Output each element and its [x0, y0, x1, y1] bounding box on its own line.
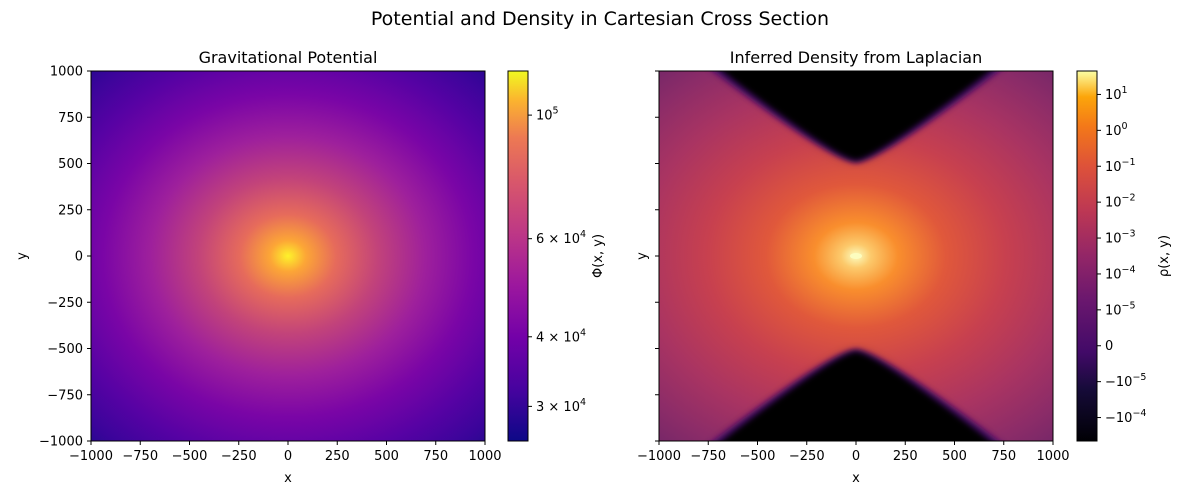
potential-x-tick-label: −500	[172, 449, 208, 464]
density-x-tick-label: −750	[690, 449, 726, 464]
potential-y-tick-label: −1000	[39, 435, 83, 450]
density-colorbar-tick-label: 10−3	[1105, 229, 1136, 247]
density-colorbar-gradient	[1076, 70, 1098, 442]
potential-colorbar-gradient	[507, 70, 529, 442]
potential-x-tick-label: −750	[122, 449, 158, 464]
density-colorbar: 101 100 10−1 10−2 10−3 10−4 10−5 0 −10−5 −10−4 ρ(…	[1076, 70, 1172, 442]
potential-y-tick-label: 750	[58, 111, 83, 126]
potential-colorbar-tick-label: 4 × 104	[536, 327, 586, 345]
density-x-tick-label: 250	[893, 449, 918, 464]
potential-colorbar: 105 6 × 104 4 × 104 3 × 104 Φ(x, y)	[507, 70, 606, 442]
potential-colorbar-tick-label: 6 × 104	[536, 229, 586, 247]
potential-y-tick-label: −750	[47, 388, 83, 403]
potential-x-tick-label: −250	[221, 449, 257, 464]
density-colorbar-tick-label: 100	[1105, 121, 1128, 139]
density-colorbar-tick-label: −10−5	[1105, 372, 1146, 390]
density-title: Inferred Density from Laplacian	[730, 48, 983, 67]
density-x-tick-label: −500	[740, 449, 776, 464]
potential-x-tick-label: 1000	[468, 449, 501, 464]
density-x-tick-label: 500	[942, 449, 967, 464]
density-ylabel: y	[635, 252, 650, 260]
potential-colorbar-tick-label: 3 × 104	[536, 397, 586, 415]
potential-heatmap	[91, 71, 485, 441]
potential-x-tick-label: 500	[374, 449, 399, 464]
density-x-tick-label: −250	[789, 449, 825, 464]
potential-title: Gravitational Potential	[199, 48, 378, 67]
potential-y-tick-label: 1000	[50, 65, 83, 80]
potential-y-tick-label: 500	[58, 157, 83, 172]
potential-x-tick-label: 250	[325, 449, 350, 464]
potential-panel: Gravitational Potential −1000 −750 −500 −25…	[15, 48, 502, 486]
density-colorbar-tick-label: 10−2	[1105, 193, 1136, 211]
potential-x-tick-label: −1000	[69, 449, 113, 464]
density-colorbar-tick-label: 101	[1105, 85, 1128, 103]
density-colorbar-tick-label: 10−4	[1105, 264, 1136, 282]
density-xlabel: x	[852, 471, 860, 486]
potential-y-tick-label: −250	[47, 296, 83, 311]
potential-y-tick-label: 250	[58, 203, 83, 218]
potential-colorbar-ticks: 105 6 × 104 4 × 104 3 × 104	[528, 106, 586, 415]
density-heatmap	[659, 71, 1053, 441]
potential-y-tick-label: −500	[47, 342, 83, 357]
density-x-tick-label: 0	[852, 449, 860, 464]
density-colorbar-ticks: 101 100 10−1 10−2 10−3 10−4 10−5 0 −10−5 −10−4	[1097, 85, 1146, 426]
density-colorbar-tick-label: 10−5	[1105, 300, 1136, 318]
figure-suptitle: Potential and Density in Cartesian Cross…	[371, 8, 829, 30]
potential-x-tick-label: 750	[423, 449, 448, 464]
density-colorbar-label: ρ(x, y)	[1157, 235, 1172, 277]
density-y-ticks	[655, 70, 659, 442]
density-colorbar-tick-label: 10−1	[1105, 157, 1136, 175]
potential-y-tick-label: 0	[75, 250, 83, 265]
density-x-tick-label: −1000	[637, 449, 681, 464]
potential-colorbar-label: Φ(x, y)	[591, 234, 606, 278]
density-x-tick-label: 1000	[1036, 449, 1069, 464]
potential-x-ticks: −1000 −750 −500 −250 0 250 500 750 1000	[69, 441, 502, 464]
potential-colorbar-tick-label: 105	[536, 106, 559, 124]
potential-x-tick-label: 0	[284, 449, 292, 464]
density-x-ticks: −1000 −750 −500 −250 0 250 500 750 1000	[637, 441, 1070, 464]
potential-y-ticks: 1000 750 500 250 0 −250 −500 −750 −1000	[39, 65, 91, 450]
potential-xlabel: x	[284, 471, 292, 486]
density-colorbar-tick-label: −10−4	[1105, 408, 1146, 426]
density-colorbar-tick-label: 0	[1105, 339, 1113, 354]
density-x-tick-label: 750	[991, 449, 1016, 464]
density-panel: Inferred Density from Laplacian −1000 −75…	[635, 48, 1070, 486]
potential-ylabel: y	[15, 252, 30, 260]
